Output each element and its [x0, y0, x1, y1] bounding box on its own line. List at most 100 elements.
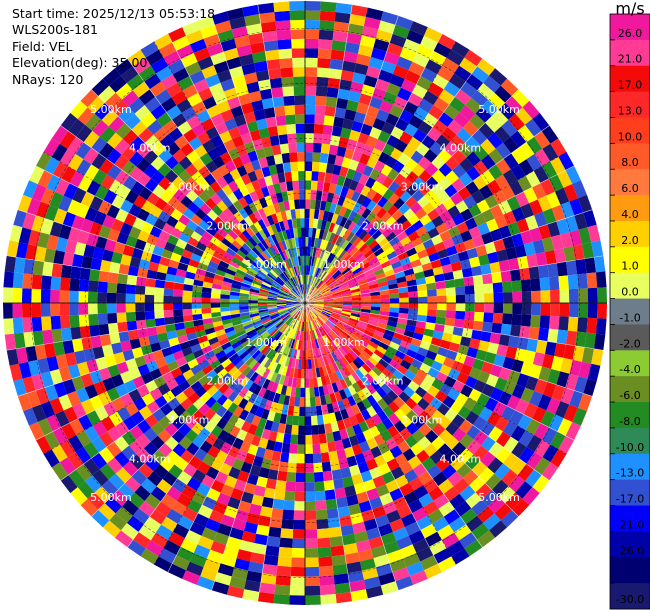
- velocity-cell: [271, 267, 280, 277]
- velocity-cell: [270, 372, 278, 383]
- velocity-cell: [71, 375, 85, 391]
- velocity-cell: [115, 383, 129, 398]
- velocity-cell: [59, 303, 70, 316]
- velocity-cell: [260, 345, 270, 355]
- velocity-cell: [223, 454, 236, 467]
- velocity-cell: [297, 340, 302, 350]
- velocity-cell: [310, 288, 318, 296]
- velocity-cell: [209, 220, 221, 232]
- velocity-cell: [368, 56, 384, 70]
- velocity-cell: [554, 248, 566, 264]
- velocity-cell: [406, 409, 419, 423]
- velocity-cell: [471, 402, 485, 417]
- velocity-cell: [205, 518, 221, 533]
- velocity-cell: [290, 566, 305, 577]
- velocity-cell: [51, 462, 69, 481]
- velocity-cell: [336, 146, 347, 158]
- velocity-cell: [268, 293, 278, 298]
- velocity-cell: [205, 466, 220, 480]
- velocity-cell: [484, 293, 494, 303]
- velocity-cell: [452, 213, 465, 226]
- velocity-cell: [330, 135, 341, 147]
- velocity-cell: [282, 325, 290, 335]
- velocity-cell: [239, 219, 250, 230]
- velocity-cell: [201, 286, 212, 294]
- velocity-cell: [308, 275, 313, 285]
- velocity-cell: [59, 439, 76, 458]
- velocity-cell: [371, 47, 387, 61]
- velocity-cell: [327, 77, 341, 89]
- velocity-cell: [117, 273, 128, 285]
- velocity-cell: [171, 113, 187, 128]
- velocity-cell: [68, 118, 85, 137]
- velocity-cell: [473, 430, 489, 446]
- velocity-cell: [429, 50, 447, 66]
- velocity-cell: [396, 214, 408, 226]
- velocity-cell: [284, 270, 291, 280]
- velocity-cell: [399, 403, 412, 416]
- velocity-cell: [418, 296, 428, 303]
- velocity-cell: [350, 312, 361, 318]
- velocity-cell: [22, 376, 36, 394]
- velocity-cell: [502, 313, 513, 325]
- velocity-cell: [387, 168, 400, 181]
- velocity-cell: [278, 292, 288, 298]
- ray-separator: [304, 302, 604, 351]
- velocity-cell: [408, 61, 425, 76]
- velocity-cell: [305, 312, 307, 322]
- velocity-cell: [210, 168, 223, 181]
- velocity-cell: [357, 279, 368, 286]
- velocity-cell: [341, 267, 351, 276]
- velocity-cell: [285, 258, 292, 269]
- velocity-cell: [417, 398, 430, 411]
- velocity-cell: [399, 256, 411, 266]
- velocity-cell: [452, 269, 464, 280]
- velocity-cell: [404, 369, 416, 381]
- velocity-cell: [261, 281, 272, 288]
- velocity-cell: [331, 328, 341, 337]
- velocity-cell: [337, 279, 347, 286]
- velocity-cell: [271, 382, 279, 393]
- velocity-cell: [26, 198, 41, 216]
- velocity-cell: [135, 311, 146, 321]
- velocity-cell: [308, 321, 311, 331]
- velocity-cell: [305, 95, 316, 106]
- velocity-cell: [98, 367, 112, 381]
- velocity-cell: [132, 217, 146, 231]
- velocity-cell: [405, 349, 418, 359]
- velocity-cell: [318, 433, 328, 444]
- velocity-cell: [290, 29, 305, 40]
- velocity-cell: [377, 130, 391, 144]
- velocity-cell: [495, 416, 510, 432]
- velocity-cell: [211, 11, 230, 25]
- velocity-cell: [464, 285, 475, 295]
- velocity-cell: [466, 425, 481, 440]
- velocity-cell: [315, 95, 327, 106]
- velocity-cell: [449, 493, 466, 510]
- velocity-cell: [268, 308, 278, 313]
- velocity-cell: [212, 278, 223, 286]
- velocity-cell: [559, 303, 570, 317]
- velocity-cell: [483, 75, 501, 93]
- velocity-cell: [419, 340, 431, 351]
- velocity-cell: [321, 346, 328, 356]
- velocity-cell: [248, 303, 258, 306]
- velocity-cell: [276, 300, 287, 302]
- velocity-cell: [477, 58, 496, 76]
- velocity-cell: [299, 275, 302, 285]
- velocity-cell: [170, 385, 183, 398]
- velocity-cell: [333, 297, 343, 300]
- velocity-cell: [92, 169, 108, 185]
- instrument-label: WLS200s-181: [12, 22, 98, 38]
- velocity-cell: [292, 319, 298, 329]
- range-ring-label: 5.00km: [90, 103, 132, 116]
- velocity-cell: [234, 479, 247, 492]
- velocity-cell: [305, 208, 310, 219]
- velocity-cell: [403, 386, 415, 398]
- velocity-cell: [352, 202, 362, 214]
- velocity-cell: [334, 107, 347, 119]
- velocity-cell: [196, 109, 211, 124]
- velocity-cell: [320, 286, 329, 293]
- velocity-cell: [107, 322, 119, 334]
- velocity-cell: [361, 303, 372, 307]
